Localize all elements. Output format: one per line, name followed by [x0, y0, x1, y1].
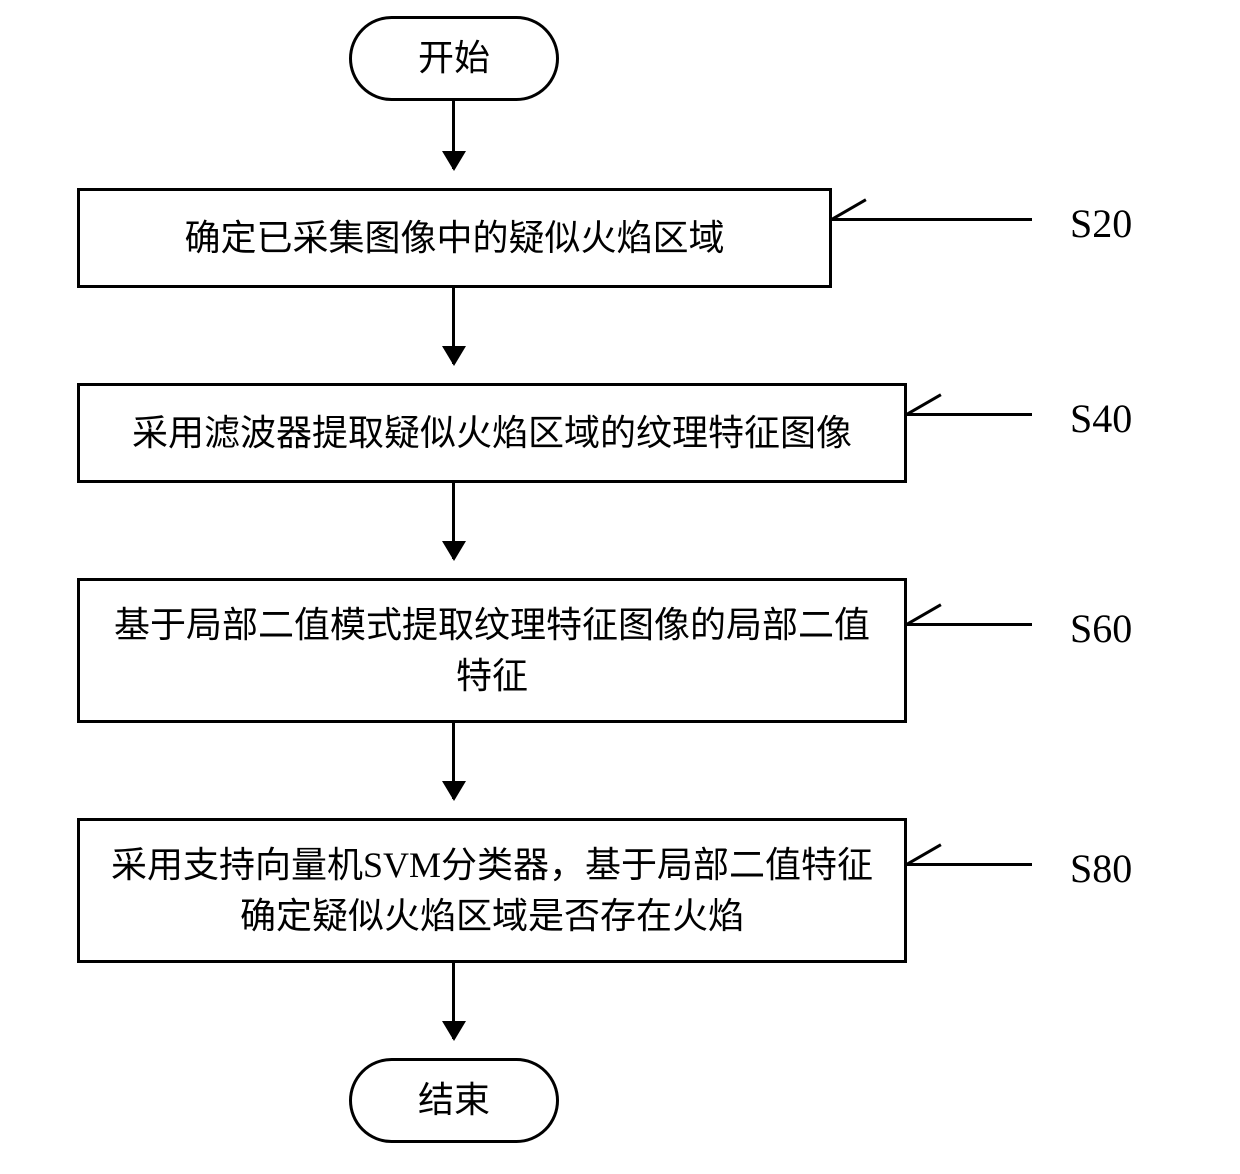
- s40-label-line: [907, 413, 1032, 416]
- process-s20: 确定已采集图像中的疑似火焰区域: [77, 188, 832, 288]
- s80-label: S80: [1070, 845, 1132, 892]
- end-node: 结束: [349, 1058, 559, 1143]
- s60-label: S60: [1070, 605, 1132, 652]
- start-node: 开始: [349, 16, 559, 101]
- process-s40: 采用滤波器提取疑似火焰区域的纹理特征图像: [77, 383, 907, 483]
- arrow-s80-end: [452, 963, 455, 1039]
- arrow-s60-s80: [452, 723, 455, 799]
- s80-text: 采用支持向量机SVM分类器，基于局部二值特征确定疑似火焰区域是否存在火焰: [100, 840, 884, 941]
- arrow-s40-s60: [452, 483, 455, 559]
- arrow-s20-s40: [452, 288, 455, 364]
- arrow-start-s20: [452, 101, 455, 169]
- s60-label-line: [907, 623, 1032, 626]
- end-text: 结束: [418, 1075, 490, 1125]
- s80-label-line: [907, 863, 1032, 866]
- s20-text: 确定已采集图像中的疑似火焰区域: [184, 213, 724, 263]
- process-s60: 基于局部二值模式提取纹理特征图像的局部二值特征: [77, 578, 907, 723]
- s60-text: 基于局部二值模式提取纹理特征图像的局部二值特征: [100, 600, 884, 701]
- process-s80: 采用支持向量机SVM分类器，基于局部二值特征确定疑似火焰区域是否存在火焰: [77, 818, 907, 963]
- s20-label: S20: [1070, 200, 1132, 247]
- flowchart-container: 开始 确定已采集图像中的疑似火焰区域 S20 采用滤波器提取疑似火焰区域的纹理特…: [0, 0, 1240, 1174]
- s40-label: S40: [1070, 395, 1132, 442]
- s40-text: 采用滤波器提取疑似火焰区域的纹理特征图像: [132, 408, 852, 458]
- start-text: 开始: [418, 33, 490, 83]
- s20-label-line: [832, 218, 1032, 221]
